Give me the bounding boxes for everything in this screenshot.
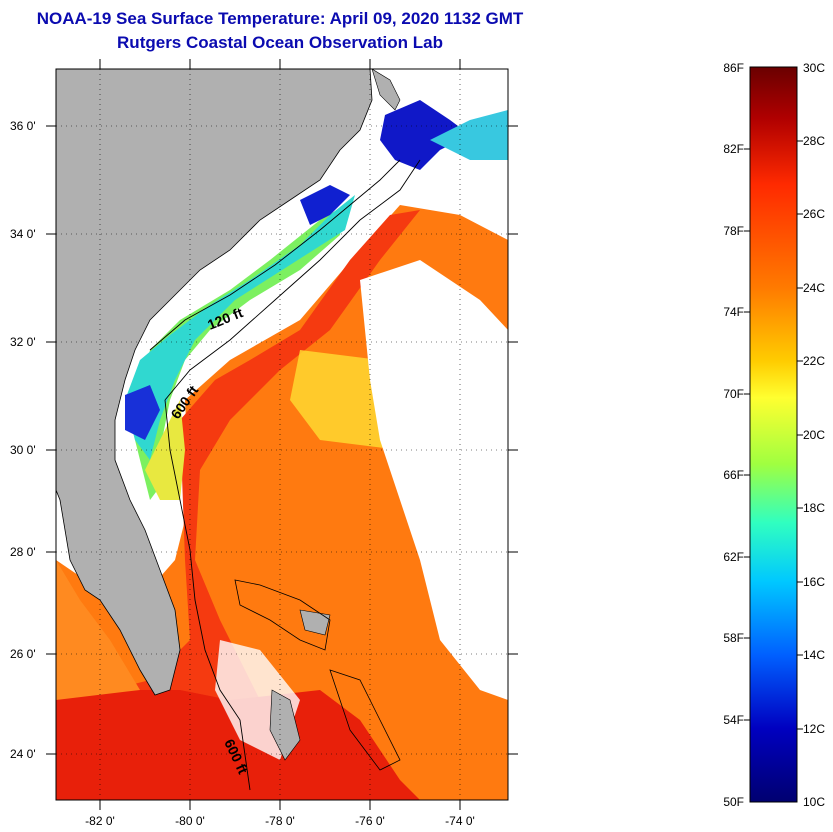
lon-label-76: -76 0' — [355, 814, 385, 828]
lon-label-78: -78 0' — [265, 814, 295, 828]
cb-c-30: 30C — [803, 61, 825, 75]
cb-c-24: 24C — [803, 281, 825, 295]
gulf-of-mexico-warm — [56, 560, 140, 700]
cb-c-20: 20C — [803, 428, 825, 442]
lon-label-74: -74 0' — [445, 814, 475, 828]
cb-f-58: 58F — [723, 631, 744, 645]
cb-f-70: 70F — [723, 387, 744, 401]
map-body — [56, 69, 508, 800]
cold-water-hatteras — [380, 100, 470, 170]
cb-c-14: 14C — [803, 648, 825, 662]
cb-c-18: 18C — [803, 501, 825, 515]
cool-filament-north — [430, 110, 508, 160]
lat-label-32: 32 0' — [10, 335, 36, 349]
cold-water-ga — [125, 385, 160, 440]
lat-label-36: 36 0' — [10, 119, 36, 133]
cb-c-10: 10C — [803, 795, 825, 809]
colorbar — [749, 66, 798, 803]
cb-f-66: 66F — [723, 468, 744, 482]
axis-ticks — [46, 59, 518, 810]
cb-c-12: 12C — [803, 722, 825, 736]
cb-c-26: 26C — [803, 207, 825, 221]
contour-600ft — [164, 159, 421, 791]
land-andros-island — [269, 689, 301, 761]
cb-c-16: 16C — [803, 575, 825, 589]
cb-f-82: 82F — [723, 142, 744, 156]
cloud-cover-east — [360, 260, 508, 700]
cb-c-28: 28C — [803, 134, 825, 148]
lat-label-24: 24 0' — [10, 747, 36, 761]
chart-title: NOAA-19 Sea Surface Temperature: April 0… — [36, 9, 524, 28]
cb-f-54: 54F — [723, 713, 744, 727]
cold-water-sounds — [300, 185, 350, 225]
cb-f-86: 86F — [723, 61, 744, 75]
lon-label-80: -80 0' — [175, 814, 205, 828]
cb-f-62: 62F — [723, 550, 744, 564]
lat-label-30: 30 0' — [10, 443, 36, 457]
graticule — [56, 69, 508, 800]
lat-label-28: 28 0' — [10, 545, 36, 559]
lat-label-34: 34 0' — [10, 227, 36, 241]
land-outer-banks — [371, 69, 401, 111]
colorbar-ticks — [744, 140, 803, 730]
lon-label-82: -82 0' — [85, 814, 115, 828]
cb-c-22: 22C — [803, 354, 825, 368]
lat-label-26: 26 0' — [10, 647, 36, 661]
cb-f-78: 78F — [723, 224, 744, 238]
cb-f-50: 50F — [723, 795, 744, 809]
map-frame — [55, 68, 509, 801]
contour-bahamas — [234, 579, 401, 771]
contour-120ft — [149, 159, 401, 351]
cb-f-74: 74F — [723, 305, 744, 319]
chart-subtitle: Rutgers Coastal Ocean Observation Lab — [117, 33, 443, 52]
